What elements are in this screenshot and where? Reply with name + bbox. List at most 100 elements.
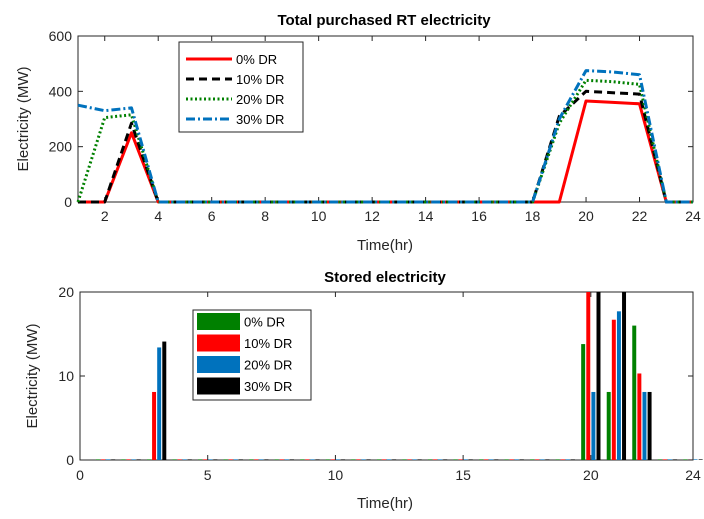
legend-label: 30% DR bbox=[244, 379, 292, 394]
x-tick-label: 20 bbox=[578, 208, 594, 224]
bar-0-dr bbox=[351, 459, 356, 460]
bar-30-dr bbox=[519, 459, 524, 460]
bar-10-dr bbox=[330, 459, 335, 460]
bar-10-dr bbox=[560, 459, 565, 460]
x-tick-label: 24 bbox=[685, 467, 701, 483]
bar-30-dr bbox=[647, 391, 652, 460]
x-tick-label: 0 bbox=[76, 467, 84, 483]
bar-10-dr bbox=[586, 292, 591, 460]
legend-swatch-10-dr bbox=[197, 334, 240, 352]
legend-swatch-20-dr bbox=[197, 356, 240, 373]
x-axis-label: Time(hr) bbox=[357, 237, 413, 254]
bar-20-dr bbox=[259, 459, 264, 460]
x-axis-label: Time(hr) bbox=[357, 495, 413, 512]
bar-0-dr bbox=[657, 459, 662, 460]
legend: 0% DR 10% DR 20% DR 30% DR bbox=[192, 309, 312, 401]
bar-0-dr bbox=[121, 459, 126, 460]
bar-30-dr bbox=[341, 459, 346, 460]
axis-ticks: 0 5 10 15 20 24 0 10 20 bbox=[58, 284, 701, 483]
bar-20-dr bbox=[412, 459, 417, 460]
chart-total-purchased-rt: Total purchased RT electricity 2 4 6 8 10 12 1… bbox=[15, 12, 701, 254]
bar-20-dr bbox=[489, 459, 494, 460]
bar-0-dr bbox=[504, 459, 509, 460]
x-tick-label: 22 bbox=[632, 208, 648, 224]
y-axis-label: Electricity (MW) bbox=[15, 67, 32, 172]
bar-30-dr bbox=[213, 459, 218, 460]
bar-0-dr bbox=[146, 459, 151, 460]
bar-30-dr bbox=[238, 459, 243, 460]
bar-10-dr bbox=[228, 459, 233, 460]
chart-title: Total purchased RT electricity bbox=[277, 12, 491, 29]
bar-0-dr bbox=[632, 325, 637, 460]
y-tick-label: 20 bbox=[58, 284, 74, 300]
bar-20-dr bbox=[208, 459, 213, 460]
bar-30-dr bbox=[673, 459, 678, 460]
bar-30-dr bbox=[111, 459, 116, 460]
bar-0-dr bbox=[453, 459, 458, 460]
bar-10-dr bbox=[637, 373, 642, 460]
legend-swatch-0-dr bbox=[197, 313, 240, 330]
bar-10-dr bbox=[126, 459, 131, 460]
bars bbox=[95, 292, 703, 460]
bar-30-dr bbox=[417, 459, 422, 460]
bar-10-dr bbox=[662, 459, 667, 460]
bar-0-dr bbox=[376, 459, 381, 460]
bar-20-dr bbox=[693, 459, 698, 460]
x-tick-label: 15 bbox=[455, 467, 471, 483]
y-tick-label: 400 bbox=[49, 83, 73, 99]
legend-swatch-30-dr bbox=[197, 377, 240, 395]
bar-30-dr bbox=[468, 459, 473, 460]
bar-10-dr bbox=[433, 459, 438, 460]
bar-30-dr bbox=[136, 459, 141, 460]
bar-20-dr bbox=[335, 459, 340, 460]
bar-10-dr bbox=[305, 459, 310, 460]
bar-30-dr bbox=[264, 459, 269, 460]
plot-area bbox=[77, 35, 694, 203]
legend-box bbox=[178, 41, 304, 133]
y-tick-label: 10 bbox=[58, 368, 74, 384]
x-tick-label: 24 bbox=[685, 208, 701, 224]
bar-30-dr bbox=[622, 292, 627, 460]
bar-0-dr bbox=[530, 459, 535, 460]
bar-0-dr bbox=[325, 459, 330, 460]
bar-20-dr bbox=[642, 391, 647, 460]
y-tick-label: 600 bbox=[49, 28, 73, 44]
bar-10-dr bbox=[407, 459, 412, 460]
legend-label: 10% DR bbox=[236, 72, 284, 87]
bar-20-dr bbox=[131, 459, 136, 460]
bar-20-dr bbox=[361, 459, 366, 460]
legend-label: 10% DR bbox=[244, 336, 292, 351]
bar-0-dr bbox=[249, 459, 254, 460]
bar-20-dr bbox=[233, 459, 238, 460]
x-tick-label: 14 bbox=[418, 208, 434, 224]
plot-area bbox=[79, 291, 694, 461]
y-tick-label: 0 bbox=[66, 452, 74, 468]
bar-0-dr bbox=[606, 391, 611, 460]
series-line-30-dr bbox=[77, 69, 693, 204]
y-tick-label: 0 bbox=[64, 194, 72, 210]
bar-10-dr bbox=[484, 459, 489, 460]
bar-0-dr bbox=[198, 459, 203, 460]
bar-20-dr bbox=[387, 459, 392, 460]
x-tick-label: 6 bbox=[208, 208, 216, 224]
bar-10-dr bbox=[254, 459, 259, 460]
bar-10-dr bbox=[152, 391, 157, 460]
legend-label: 20% DR bbox=[236, 92, 284, 107]
bar-20-dr bbox=[157, 347, 162, 460]
bar-20-dr bbox=[565, 459, 570, 460]
bar-0-dr bbox=[479, 459, 483, 460]
bar-10-dr bbox=[177, 459, 182, 460]
bar-30-dr bbox=[570, 459, 575, 460]
bar-30-dr bbox=[545, 459, 550, 460]
series-lines bbox=[76, 69, 693, 204]
bar-10-dr bbox=[535, 459, 540, 460]
x-tick-label: 4 bbox=[154, 208, 162, 224]
bar-20-dr bbox=[463, 459, 468, 460]
bar-20-dr bbox=[182, 459, 187, 460]
y-tick-label: 200 bbox=[49, 139, 73, 155]
x-tick-label: 20 bbox=[583, 467, 599, 483]
bar-20-dr bbox=[106, 459, 111, 460]
bar-30-dr bbox=[494, 459, 499, 460]
